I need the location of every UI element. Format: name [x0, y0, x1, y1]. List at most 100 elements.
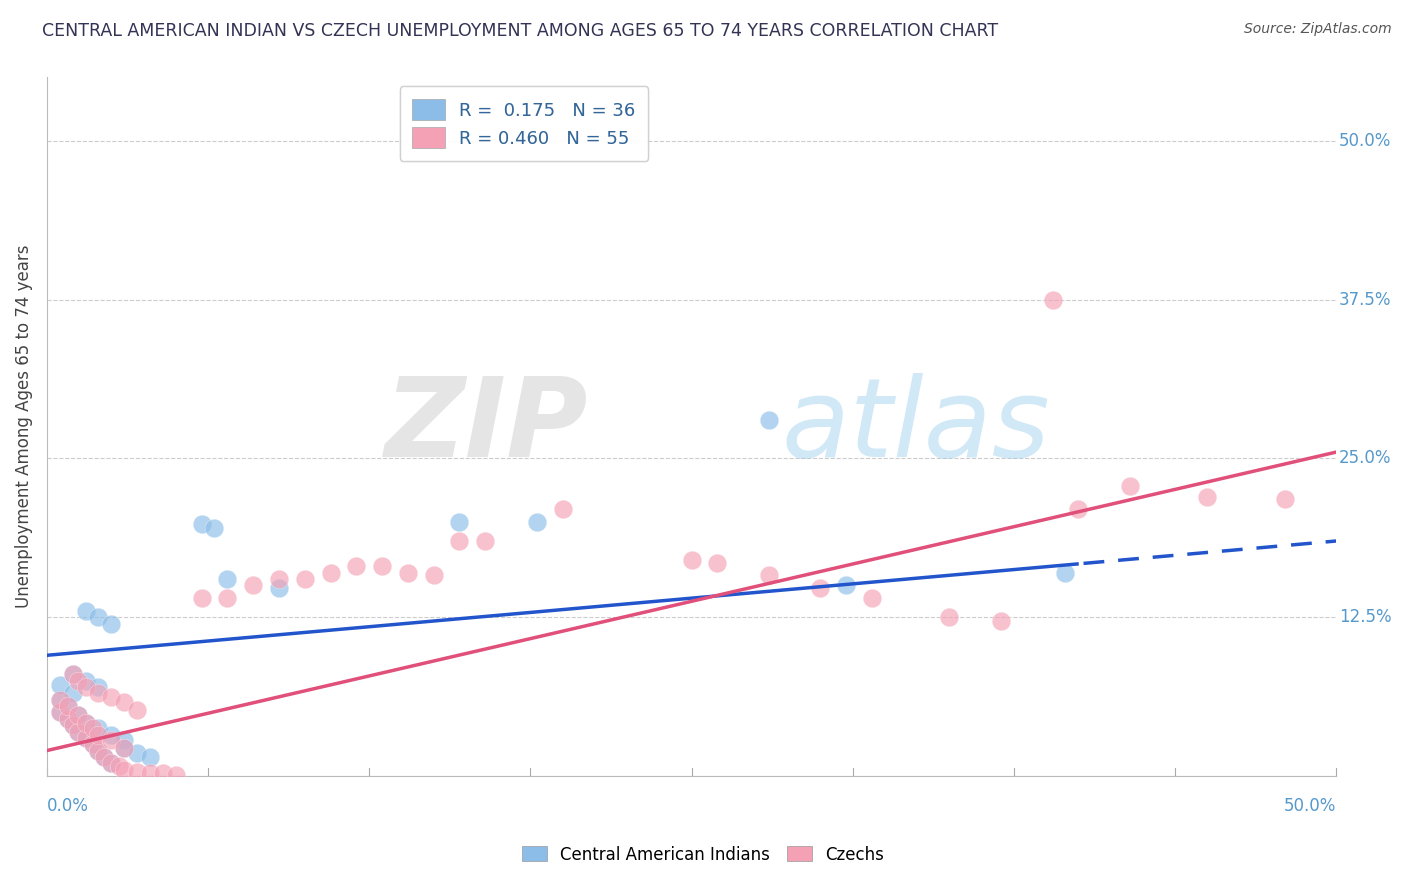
Point — [75, 673, 97, 688]
Point — [87, 686, 110, 700]
Text: 0.0%: 0.0% — [46, 797, 89, 815]
Point — [62, 718, 84, 732]
Point — [75, 680, 97, 694]
Point — [1197, 490, 1219, 504]
Point — [112, 695, 135, 709]
Point — [139, 766, 162, 780]
Point — [1042, 293, 1064, 307]
Y-axis label: Unemployment Among Ages 65 to 74 years: Unemployment Among Ages 65 to 74 years — [15, 245, 32, 608]
Point — [758, 413, 780, 427]
Point — [66, 708, 89, 723]
Point — [66, 724, 89, 739]
Text: 12.5%: 12.5% — [1339, 608, 1392, 626]
Point — [294, 572, 316, 586]
Point — [49, 706, 72, 720]
Text: Source: ZipAtlas.com: Source: ZipAtlas.com — [1244, 22, 1392, 37]
Point — [100, 756, 122, 771]
Legend: R =  0.175   N = 36, R = 0.460   N = 55: R = 0.175 N = 36, R = 0.460 N = 55 — [399, 87, 648, 161]
Point — [112, 733, 135, 747]
Point — [75, 604, 97, 618]
Point — [75, 731, 97, 745]
Point — [112, 741, 135, 756]
Text: 50.0%: 50.0% — [1339, 132, 1391, 150]
Point — [758, 568, 780, 582]
Point — [152, 766, 174, 780]
Point — [190, 591, 212, 606]
Point — [49, 677, 72, 691]
Point — [242, 578, 264, 592]
Text: 50.0%: 50.0% — [1284, 797, 1336, 815]
Point — [990, 614, 1012, 628]
Point — [49, 692, 72, 706]
Point — [75, 715, 97, 730]
Point — [87, 743, 110, 757]
Point — [267, 572, 290, 586]
Point — [75, 731, 97, 745]
Point — [860, 591, 883, 606]
Point — [82, 737, 104, 751]
Point — [112, 741, 135, 756]
Point — [66, 673, 89, 688]
Point — [82, 737, 104, 751]
Text: ZIP: ZIP — [385, 373, 588, 480]
Point — [319, 566, 342, 580]
Point — [56, 699, 79, 714]
Point — [371, 559, 394, 574]
Point — [56, 699, 79, 714]
Point — [681, 553, 703, 567]
Point — [810, 581, 832, 595]
Text: atlas: atlas — [782, 373, 1050, 480]
Point — [100, 690, 122, 705]
Point — [75, 715, 97, 730]
Point — [62, 667, 84, 681]
Point — [396, 566, 419, 580]
Point — [1067, 502, 1090, 516]
Point — [49, 706, 72, 720]
Point — [108, 759, 131, 773]
Point — [93, 750, 115, 764]
Point — [62, 718, 84, 732]
Point — [100, 728, 122, 742]
Point — [56, 712, 79, 726]
Point — [1054, 566, 1077, 580]
Point — [87, 728, 110, 742]
Point — [93, 750, 115, 764]
Point — [449, 534, 471, 549]
Point — [217, 572, 239, 586]
Point — [82, 721, 104, 735]
Point — [100, 733, 122, 747]
Point — [66, 724, 89, 739]
Point — [551, 502, 574, 516]
Point — [267, 581, 290, 595]
Point — [49, 692, 72, 706]
Point — [127, 765, 149, 780]
Point — [706, 556, 728, 570]
Text: CENTRAL AMERICAN INDIAN VS CZECH UNEMPLOYMENT AMONG AGES 65 TO 74 YEARS CORRELAT: CENTRAL AMERICAN INDIAN VS CZECH UNEMPLO… — [42, 22, 998, 40]
Point — [62, 686, 84, 700]
Point — [87, 721, 110, 735]
Point — [127, 703, 149, 717]
Point — [344, 559, 367, 574]
Point — [1274, 492, 1296, 507]
Point — [1119, 479, 1142, 493]
Point — [62, 667, 84, 681]
Point — [204, 521, 226, 535]
Point — [87, 680, 110, 694]
Point — [87, 743, 110, 757]
Legend: Central American Indians, Czechs: Central American Indians, Czechs — [515, 839, 891, 871]
Point — [100, 616, 122, 631]
Text: 25.0%: 25.0% — [1339, 450, 1392, 467]
Point — [87, 610, 110, 624]
Point — [100, 756, 122, 771]
Point — [526, 515, 548, 529]
Point — [112, 763, 135, 777]
Point — [217, 591, 239, 606]
Point — [449, 515, 471, 529]
Point — [938, 610, 960, 624]
Text: 37.5%: 37.5% — [1339, 291, 1392, 309]
Point — [139, 750, 162, 764]
Point — [56, 712, 79, 726]
Point — [474, 534, 496, 549]
Point — [165, 767, 187, 781]
Point — [127, 746, 149, 760]
